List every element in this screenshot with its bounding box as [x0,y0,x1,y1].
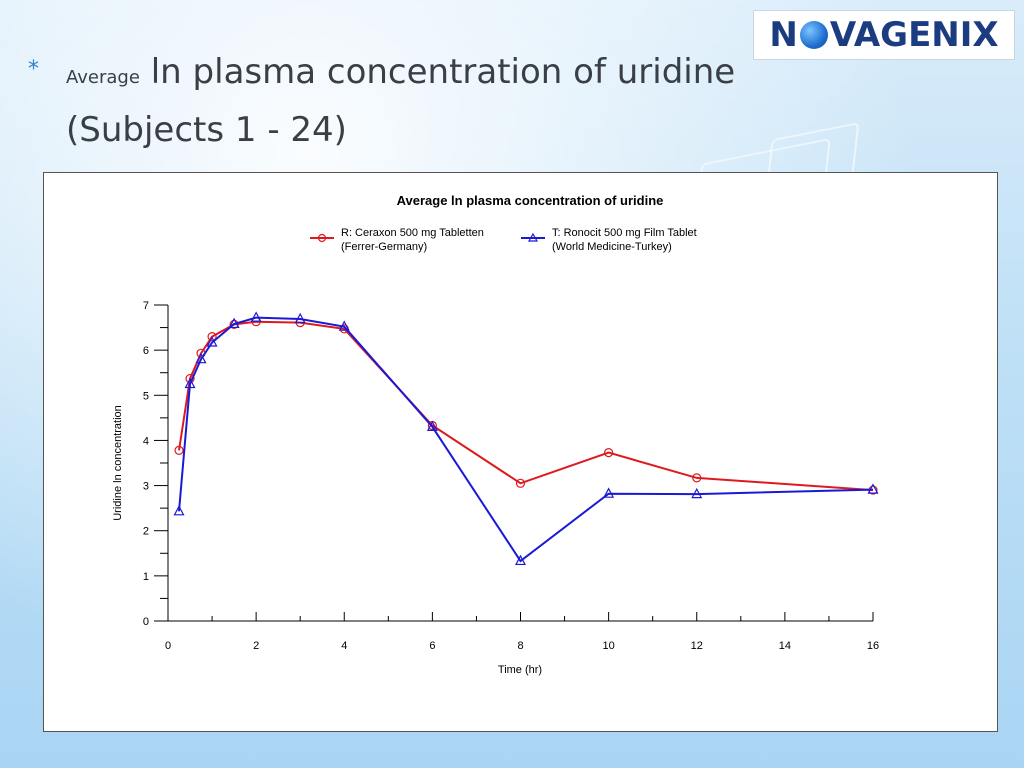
y-tick-label: 5 [143,390,149,402]
slide-title-small: Average [66,67,140,88]
chart-legend: R: Ceraxon 500 mg Tabletten (Ferrer-Germ… [310,227,697,253]
logo-text-end: VAGENIX [829,15,999,55]
y-tick-label: 3 [143,481,149,493]
data-point-r [207,332,217,342]
x-axis-label: Time (hr) [498,664,542,676]
logo-text-start: N [769,15,798,55]
slide-title: Average ln plasma concentration of uridi… [66,46,966,156]
x-tick-label: 16 [867,640,879,652]
data-point-r [692,473,702,483]
data-point-t [206,336,218,347]
y-tick-label: 0 [143,616,149,628]
x-tick-label: 10 [603,640,615,652]
y-tick-label: 2 [143,526,149,538]
x-tick-label: 4 [341,640,347,652]
legend-marker-t [527,232,539,242]
title-bullet: * [28,57,39,82]
slide-title-main: ln plasma concentration of uridine [150,52,736,92]
data-point-r [515,478,526,488]
y-tick-label: 1 [143,571,149,583]
chart-series [173,311,879,566]
data-point-t [338,320,350,331]
logo-globe-icon [799,21,828,49]
data-point-t [691,487,703,499]
x-tick-label: 0 [165,640,171,652]
x-tick-label: 6 [429,640,435,652]
slide-title-line2: (Subjects 1 - 24) [66,110,347,150]
legend-label-r-line2: (Ferrer-Germany) [341,241,427,253]
data-point-t [867,483,879,494]
chart-frame: Average ln plasma concentration of uridi… [43,172,998,732]
y-tick-label: 4 [143,435,149,447]
x-tick-label: 14 [779,640,791,652]
chart-title: Average ln plasma concentration of uridi… [397,193,664,208]
legend-label-t-line1: T: Ronocit 500 mg Film Tablet [552,227,697,239]
x-tick-label: 12 [691,640,703,652]
data-point-t [426,420,438,431]
legend-marker-r [317,233,327,243]
legend-label-t-line2: (World Medicine-Turkey) [552,241,672,253]
y-axis-label: Uridine ln concentration [112,405,124,521]
data-point-t [515,554,526,566]
novagenix-logo: N VAGENIX [753,10,1015,60]
data-point-r [174,445,184,455]
x-tick-label: 8 [517,640,523,652]
x-tick-label: 2 [253,640,259,652]
data-point-t [603,487,615,498]
data-point-t [294,312,306,324]
series-line-r [178,320,874,492]
data-point-t [228,317,240,329]
data-point-t [184,377,196,389]
data-point-t [173,505,185,516]
y-tick-label: 6 [143,345,149,357]
data-point-t [195,352,207,364]
legend-label-r-line1: R: Ceraxon 500 mg Tabletten [341,227,484,239]
line-chart: Average ln plasma concentration of uridi… [112,193,879,676]
legend-item-r: R: Ceraxon 500 mg Tabletten (Ferrer-Germ… [310,227,484,253]
series-line-t [178,316,874,563]
legend-item-t: T: Ronocit 500 mg Film Tablet (World Med… [521,227,697,253]
y-tick-label: 7 [143,300,149,312]
data-point-r [604,448,614,458]
data-point-r [229,319,239,330]
data-point-t [250,311,262,322]
